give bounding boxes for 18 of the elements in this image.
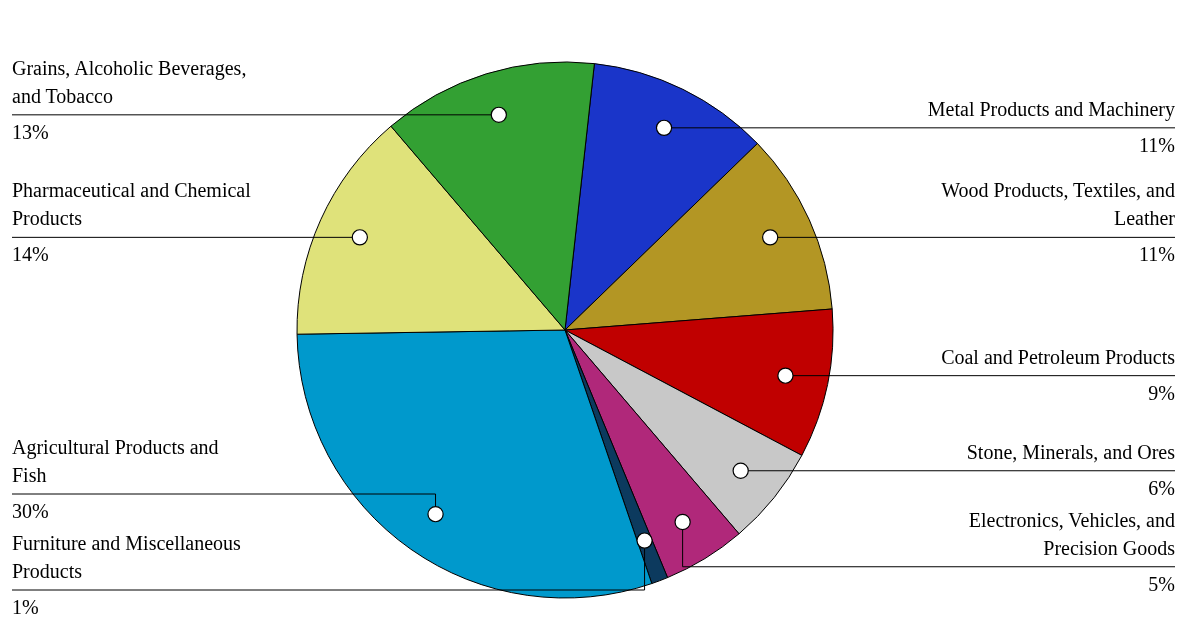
slice-label: Stone, Minerals, and Ores xyxy=(966,440,1176,463)
data-label: 11% xyxy=(1139,243,1175,266)
slice-label: Agricultural Products and Fish xyxy=(12,436,219,486)
slice-label: Grains, Alcoholic Beverages, and Tobacco xyxy=(12,56,247,107)
data-label: 5% xyxy=(1148,572,1175,595)
slice-label: Electronics, Vehicles, and Precision Goods xyxy=(968,508,1176,559)
slice-label: Pharmaceutical and Chemical Products xyxy=(12,179,252,230)
slice-label: Metal Products and Machinery xyxy=(927,97,1175,121)
data-label: 6% xyxy=(1148,476,1175,499)
data-label: 1% xyxy=(12,596,39,618)
data-label: 14% xyxy=(12,243,49,266)
slice-label: Furniture and Miscellaneous Products xyxy=(12,532,242,582)
data-label: 30% xyxy=(12,500,49,522)
slice-label: Wood Products, Textiles, and Leather xyxy=(941,179,1176,230)
data-label: 11% xyxy=(1139,133,1175,156)
data-label: 13% xyxy=(12,120,49,143)
data-label: 9% xyxy=(1148,381,1175,404)
slice-label: Coal and Petroleum Products xyxy=(941,345,1176,368)
